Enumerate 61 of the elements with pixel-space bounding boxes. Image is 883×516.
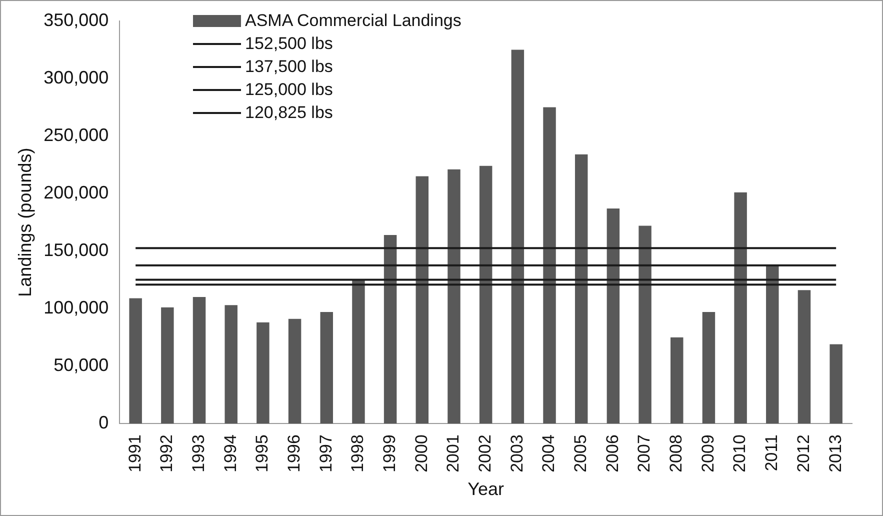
bar bbox=[129, 298, 142, 424]
x-tick-label: 2000 bbox=[412, 434, 431, 472]
bar bbox=[320, 312, 333, 424]
bar bbox=[734, 192, 747, 424]
x-tick-label: 2012 bbox=[794, 434, 813, 472]
x-tick-label: 2004 bbox=[539, 434, 558, 472]
y-tick-label: 300,000 bbox=[44, 67, 109, 88]
bar bbox=[224, 305, 238, 424]
y-tick-label: 200,000 bbox=[44, 182, 109, 203]
legend-label: 120,825 lbs bbox=[245, 102, 333, 122]
x-tick-label: 1996 bbox=[284, 434, 304, 472]
bar bbox=[448, 169, 460, 424]
bar bbox=[256, 322, 270, 424]
x-tick-label: 2005 bbox=[571, 434, 590, 472]
bar bbox=[192, 297, 206, 424]
y-tick-label: 0 bbox=[98, 412, 109, 433]
x-tick-label: 2009 bbox=[698, 434, 718, 472]
y-tick-label: 250,000 bbox=[44, 124, 109, 145]
x-tick-label: 1991 bbox=[125, 434, 144, 472]
bar bbox=[543, 107, 556, 424]
x-tick-label: 1992 bbox=[157, 434, 176, 472]
bar bbox=[511, 50, 524, 424]
x-tick-label: 2008 bbox=[666, 434, 686, 472]
x-axis-title: Year bbox=[468, 479, 504, 500]
bar bbox=[702, 312, 716, 424]
x-tick-label: 1997 bbox=[316, 434, 336, 472]
x-tick-label: 2010 bbox=[730, 434, 750, 472]
bar bbox=[606, 208, 620, 424]
bar bbox=[352, 280, 365, 424]
bar bbox=[766, 266, 779, 424]
y-tick-label: 350,000 bbox=[44, 10, 109, 30]
x-tick-label: 1994 bbox=[220, 434, 240, 472]
x-tick-label: 2011 bbox=[762, 434, 782, 472]
x-tick-label: 2013 bbox=[826, 434, 845, 472]
bar bbox=[798, 290, 811, 424]
x-tick-label: 2003 bbox=[507, 434, 526, 472]
bar bbox=[670, 337, 684, 424]
legend-label: 152,500 lbs bbox=[245, 34, 333, 54]
bar bbox=[574, 154, 588, 424]
bar bbox=[479, 166, 492, 424]
y-tick-label: 150,000 bbox=[44, 240, 109, 260]
x-tick-label: 2006 bbox=[602, 434, 622, 472]
x-tick-label: 1998 bbox=[348, 434, 368, 472]
bar bbox=[288, 318, 302, 424]
x-tick-label: 1993 bbox=[188, 434, 208, 472]
legend-label: 125,000 lbs bbox=[245, 80, 333, 100]
bar bbox=[830, 344, 842, 424]
x-tick-label: 2002 bbox=[476, 434, 495, 472]
y-axis-title: Landings (pounds) bbox=[14, 148, 35, 297]
bar bbox=[161, 307, 174, 424]
legend-label: 137,500 lbs bbox=[245, 56, 333, 76]
bar bbox=[416, 176, 429, 424]
bar bbox=[638, 226, 652, 424]
x-tick-label: 2007 bbox=[634, 434, 654, 472]
x-tick-label: 1995 bbox=[252, 434, 272, 472]
bar bbox=[384, 234, 397, 424]
x-tick-label: 1999 bbox=[380, 434, 399, 472]
y-tick-label: 100,000 bbox=[44, 298, 109, 318]
x-tick-label: 2001 bbox=[444, 434, 463, 472]
legend-label: ASMA Commercial Landings bbox=[245, 10, 462, 30]
y-tick-label: 50,000 bbox=[54, 355, 109, 376]
